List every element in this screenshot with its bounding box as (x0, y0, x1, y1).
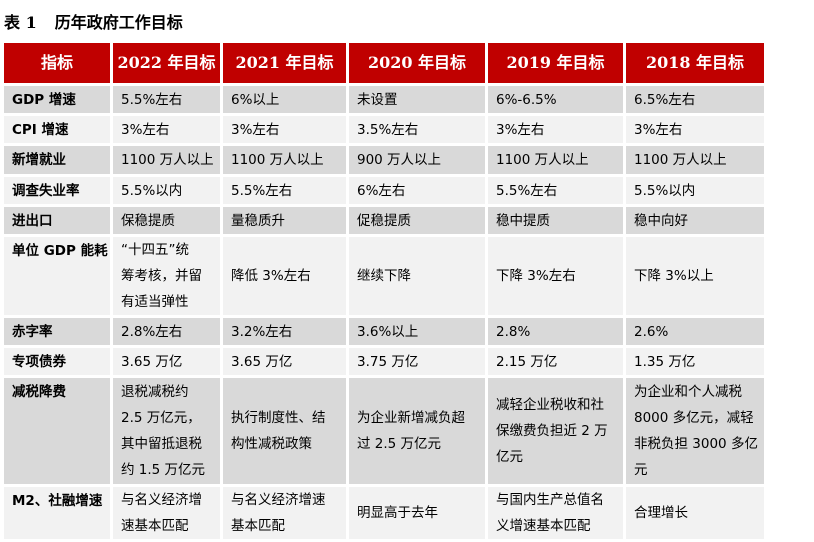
row-label: M2、社融增速 (4, 487, 110, 539)
target-cell: 5.5%左右 (488, 177, 623, 204)
target-cell: 下降 3%以上 (626, 237, 764, 315)
target-cell: 保稳提质 (113, 207, 220, 234)
row-label: GDP 增速 (4, 86, 110, 113)
target-cell: 1100 万人以上 (488, 146, 623, 174)
header-year-target: 2019 年目标 (488, 43, 623, 83)
target-cell: 合理增长 (626, 487, 764, 539)
target-cell: 促稳提质 (349, 207, 485, 234)
table-row: 专项债券 3.65 万亿 3.65 万亿 3.75 万亿 2.15 万亿 1.35 万亿 (4, 348, 764, 375)
target-cell: 量稳质升 (223, 207, 346, 234)
target-cell: 5.5%左右 (223, 177, 346, 204)
target-cell: 3.75 万亿 (349, 348, 485, 375)
target-cell: 与名义经济增 速基本匹配 (113, 487, 220, 539)
target-cell: 3.5%左右 (349, 116, 485, 143)
table-row: 新增就业 1100 万人以上 1100 万人以上 900 万人以上 1100 万人以上 1… (4, 146, 764, 174)
target-cell: 6%-6.5% (488, 86, 623, 113)
target-cell: 2.8%左右 (113, 318, 220, 345)
table-caption: 表 1 历年政府工作目标 (4, 9, 183, 33)
table-row: 进出口 保稳提质 量稳质升 促稳提质 稳中提质 稳中向好 (4, 207, 764, 234)
target-cell: 3.6%以上 (349, 318, 485, 345)
target-cell: 5.5%左右 (113, 86, 220, 113)
table-row: 减税降费 退税减税约 2.5 万亿元， 其中留抵退税 约 1.5 万亿元 执行制度性… (4, 378, 764, 484)
row-label: 进出口 (4, 207, 110, 234)
target-cell: 与名义经济增速 基本匹配 (223, 487, 346, 539)
target-cell: 900 万人以上 (349, 146, 485, 174)
header-row: 指标 2022 年目标 2021 年目标 2020 年目标 2019 年目标 2018 年… (4, 43, 764, 83)
target-cell: 明显高于去年 (349, 487, 485, 539)
target-cell: 执行制度性、结 构性减税政策 (223, 378, 346, 484)
target-cell: 稳中提质 (488, 207, 623, 234)
header-year-target: 2021 年目标 (223, 43, 346, 83)
target-cell: 2.8% (488, 318, 623, 345)
target-cell: 3.2%左右 (223, 318, 346, 345)
table-row: 调查失业率 5.5%以内 5.5%左右 6%左右 5.5%左右 5.5%以内 (4, 177, 764, 204)
table-row: CPI 增速 3%左右 3%左右 3.5%左右 3%左右 3%左右 (4, 116, 764, 143)
table-title: 历年政府工作目标 (54, 13, 183, 32)
target-cell: 为企业新增减负超 过 2.5 万亿元 (349, 378, 485, 484)
target-cell: 5.5%以内 (113, 177, 220, 204)
row-label: 减税降费 (4, 378, 110, 484)
header-year-target: 2018 年目标 (626, 43, 764, 83)
target-cell: 6%左右 (349, 177, 485, 204)
target-cell: 减轻企业税收和社 保缴费负担近 2 万 亿元 (488, 378, 623, 484)
target-cell: 稳中向好 (626, 207, 764, 234)
target-cell: 2.6% (626, 318, 764, 345)
table-row: 赤字率 2.8%左右 3.2%左右 3.6%以上 2.8% 2.6% (4, 318, 764, 345)
target-cell: 3%左右 (113, 116, 220, 143)
table-row: 单位 GDP 能耗 “十四五”统 筹考核，并留 有适当弹性 降低 3%左右 继续下降下… (4, 237, 764, 315)
target-cell: 继续下降 (349, 237, 485, 315)
row-label: 单位 GDP 能耗 (4, 237, 110, 315)
target-cell: 1100 万人以上 (113, 146, 220, 174)
government-targets-table: 指标 2022 年目标 2021 年目标 2020 年目标 2019 年目标 2018 年… (1, 40, 767, 542)
row-label: CPI 增速 (4, 116, 110, 143)
row-label: 新增就业 (4, 146, 110, 174)
target-cell: 6%以上 (223, 86, 346, 113)
target-cell: 退税减税约 2.5 万亿元， 其中留抵退税 约 1.5 万亿元 (113, 378, 220, 484)
target-cell: “十四五”统 筹考核，并留 有适当弹性 (113, 237, 220, 315)
target-cell: 3.65 万亿 (113, 348, 220, 375)
header-year-target: 2022 年目标 (113, 43, 220, 83)
table-row: M2、社融增速 与名义经济增 速基本匹配 与名义经济增速 基本匹配 明显高于去年 与国内… (4, 487, 764, 539)
header-year-target: 2020 年目标 (349, 43, 485, 83)
target-cell: 6.5%左右 (626, 86, 764, 113)
table-row: GDP 增速 5.5%左右 6%以上 未设置 6%-6.5% 6.5%左右 (4, 86, 764, 113)
target-cell: 未设置 (349, 86, 485, 113)
target-cell: 降低 3%左右 (223, 237, 346, 315)
target-cell: 1.35 万亿 (626, 348, 764, 375)
target-cell: 1100 万人以上 (626, 146, 764, 174)
row-label: 调查失业率 (4, 177, 110, 204)
target-cell: 3%左右 (223, 116, 346, 143)
target-cell: 为企业和个人减税 8000 多亿元，减轻 非税负担 3000 多亿 元 (626, 378, 764, 484)
target-cell: 3.65 万亿 (223, 348, 346, 375)
target-cell: 下降 3%左右 (488, 237, 623, 315)
target-cell: 3%左右 (488, 116, 623, 143)
target-cell: 与国内生产总值名 义增速基本匹配 (488, 487, 623, 539)
row-label: 专项债券 (4, 348, 110, 375)
target-cell: 3%左右 (626, 116, 764, 143)
target-cell: 1100 万人以上 (223, 146, 346, 174)
header-indicator: 指标 (4, 43, 110, 83)
table-number: 表 1 (4, 13, 37, 32)
target-cell: 2.15 万亿 (488, 348, 623, 375)
target-cell: 5.5%以内 (626, 177, 764, 204)
row-label: 赤字率 (4, 318, 110, 345)
